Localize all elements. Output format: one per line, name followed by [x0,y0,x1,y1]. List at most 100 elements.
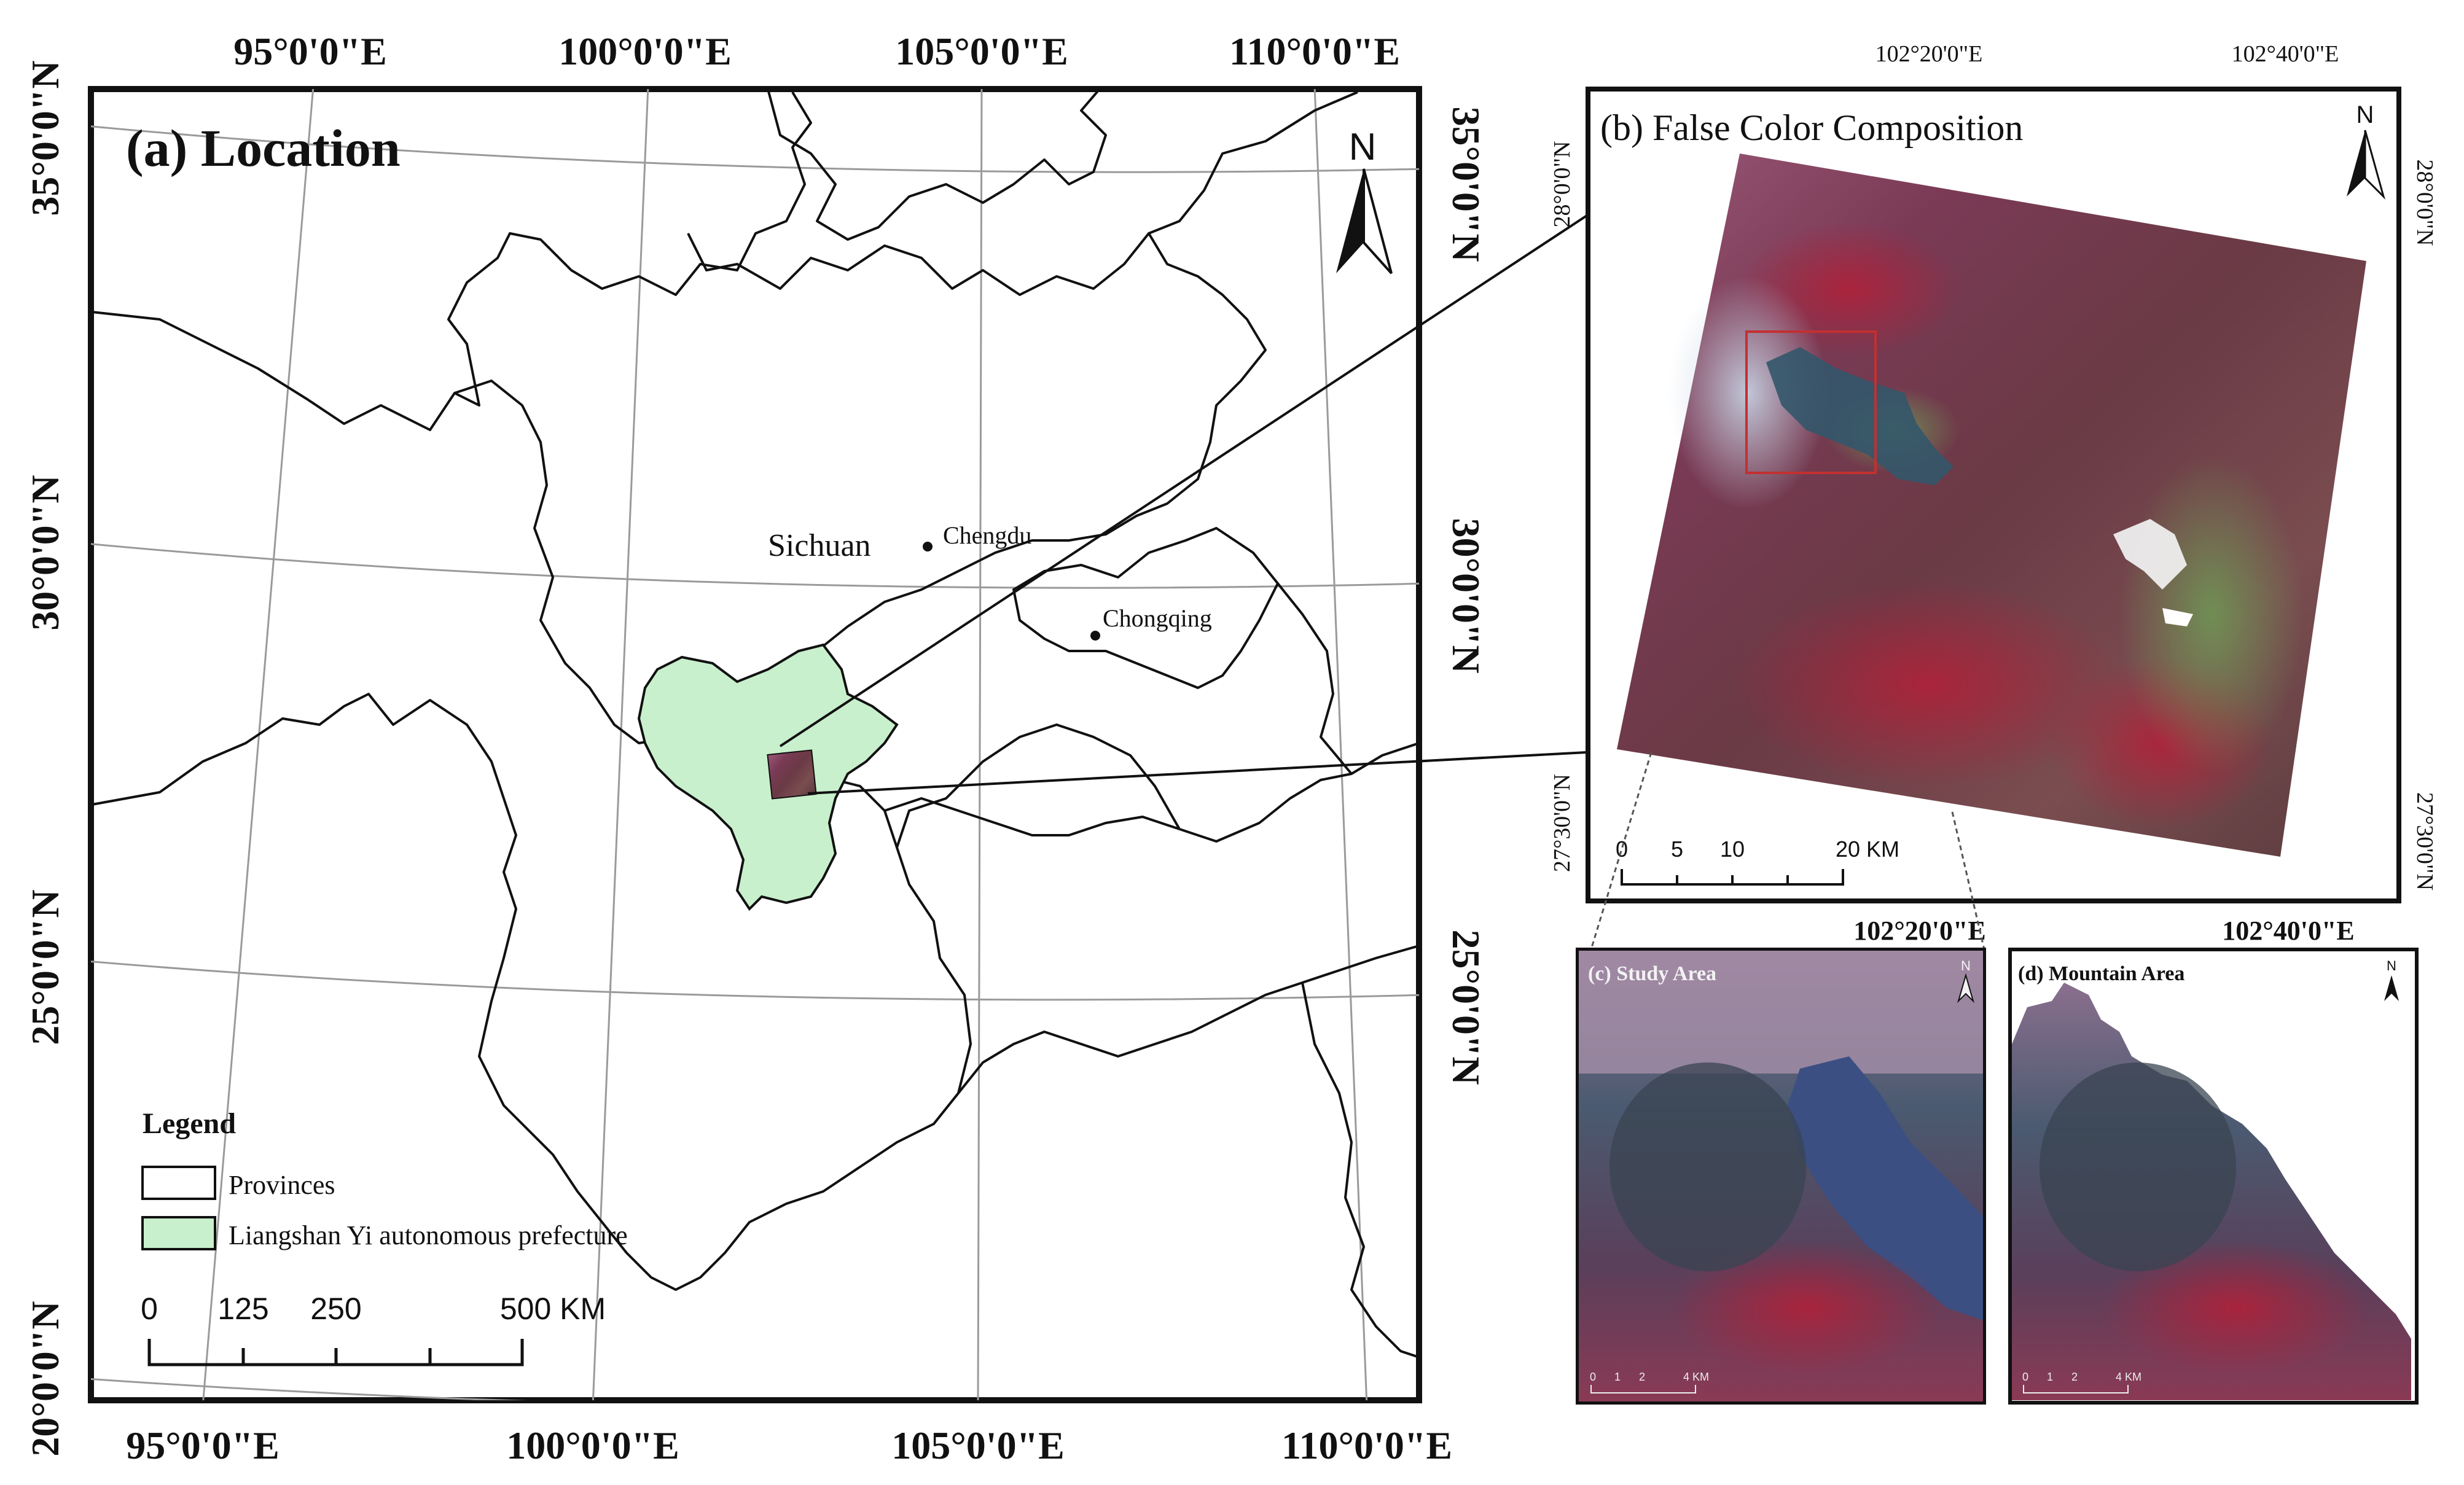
scale-b-tick-5: 5 [1671,836,1683,862]
b-lon-bottom-2: 102°40'0"E [2222,916,2355,946]
graticule [91,89,1419,1400]
lon-top-110: 110°0'0"E [1229,29,1400,73]
lon-top-105: 105°0'0"E [895,29,1068,73]
north-arrow-a-outline [1363,168,1393,275]
lon-bottom-110: 110°0'0"E [1281,1424,1452,1467]
b-lat-left-2: 27°30'0"N [1549,774,1575,872]
panel-d-north-label: N [2387,958,2396,973]
dark-mountain-c [1609,1062,1806,1271]
panel-c-title: (c) Study Area [1588,962,1716,985]
parallel-35 [91,125,1419,173]
chongqing-dot [1090,631,1100,641]
lat-left-30: 30°0'0"N [23,475,67,630]
dark-mountain-d [2040,1062,2236,1271]
north-arrow-d [2384,975,2399,1001]
north-arrow-c [1957,973,1975,1004]
lon-bottom-95: 95°0'0"E [126,1424,280,1467]
lat-right-35: 35°0'0"N [1444,106,1488,262]
panel-a-lat-labels-right: 35°0'0"N 30°0'0"N 25°0'0"N [1444,106,1488,1085]
panel-b-satellite-image [1617,154,2366,857]
panel-c-study-area: (c) Study Area N 0 1 2 4 KM [1576,948,1986,1405]
scale-a-tick-125: 125 [217,1292,268,1326]
scale-bar-c: 0 1 2 4 KM [1590,1371,1709,1393]
province-north-east [767,89,1107,241]
lat-right-25: 25°0'0"N [1444,929,1488,1085]
meridian-105 [977,89,983,1400]
meridian-110 [1313,89,1368,1400]
north-arrow-a-shape [1336,169,1364,273]
lat-left-25: 25°0'0"N [23,889,67,1045]
province-sichuan [454,232,1267,744]
parallel-25 [91,961,1419,1001]
leader-lines-b-to-c [1590,752,1985,950]
scale-d-tick-2: 2 [2071,1371,2078,1383]
parallel-20 [91,1378,528,1400]
lon-bottom-100: 100°0'0"E [506,1424,679,1467]
connector-lines [779,139,1703,795]
lon-bottom-105: 105°0'0"E [891,1424,1065,1467]
panel-b-false-color-map: (b) False Color Composition N 0 5 10 20 … [1549,41,2438,946]
b-lon-top-2: 102°40'0"E [2232,41,2339,67]
province-chongqing [1012,527,1279,689]
province-north-west [92,91,812,431]
chongqing-label: Chongqing [1103,604,1212,632]
scale-d-tick-1: 1 [2047,1371,2053,1383]
red-vegetation-patch-1 [1732,580,2126,789]
scale-c-tick-1: 1 [1614,1371,1621,1383]
red-area-c [1671,1241,1941,1376]
province-south-central [884,742,1419,843]
north-arrow-b-outline [2364,130,2385,200]
scale-b-bar [1621,869,1844,886]
chengdu-label: Chengdu [943,521,1031,549]
lat-right-30: 30°0'0"N [1444,518,1488,673]
parallel-30 [91,543,1419,589]
snow-patch-2 [2162,608,2193,626]
scale-a-tick-0: 0 [141,1292,158,1326]
lon-top-100: 100°0'0"E [558,29,732,73]
scale-c-bar [1590,1385,1696,1393]
legend-provinces-swatch [141,1166,216,1200]
scale-c-tick-0: 0 [1590,1371,1596,1383]
lon-top-95: 95°0'0"E [233,29,387,73]
province-boundaries [92,89,1419,1358]
b-lon-bottom-1: 102°20'0"E [1853,916,1986,946]
scale-a-tick-500: 500 KM [500,1292,606,1326]
panel-a-title: (a) Location [126,119,401,177]
north-arrow-a: N [1336,126,1393,275]
north-arrow-b-label: N [2356,101,2374,128]
province-east [1277,582,1353,775]
panel-b-title: (b) False Color Composition [1600,107,2023,148]
scale-c-tick-2: 2 [1639,1371,1645,1383]
panel-a-location-map: (a) Location Sichuan Chengdu Chongqing N… [23,29,1488,1467]
panel-d-title: (d) Mountain Area [2018,962,2184,985]
connector-upper [779,139,1703,747]
scale-bar-a: 0 125 250 500 KM [141,1292,606,1366]
panel-a-lon-labels-bottom: 95°0'0"E 100°0'0"E 105°0'0"E 110°0'0"E [126,1424,1452,1467]
red-area-d [2101,1241,2371,1376]
legend-liangshan-label: Liangshan Yi autonomous prefecture [229,1220,628,1250]
province-guizhou [896,723,1181,848]
panel-c-north-label: N [1961,958,1971,973]
north-arrow-a-label: N [1349,126,1377,168]
lake-area [1766,347,1954,485]
lake-c [1788,1056,1983,1320]
urban-area-c [1579,951,1983,1074]
meridian-100 [592,89,649,1400]
b-lat-right-2: 27°30'0"N [2412,792,2438,891]
scale-b-background [1608,832,1903,891]
b-lat-right-1: 28°0'0"N [2412,160,2438,246]
scale-d-tick-4: 4 KM [2116,1371,2141,1383]
north-arrow-b: N [2347,101,2385,200]
leader-right [1951,811,1985,950]
north-arrow-b-shape [2347,130,2365,197]
study-area-thumbnail [767,749,817,800]
scale-bar-b: 0 5 10 20 KM [1608,832,1903,891]
scale-b-tick-0: 0 [1616,836,1628,862]
province-south-east [957,945,1419,1094]
scale-a-tick-250: 250 [310,1292,361,1326]
meridian-95 [202,89,315,1400]
scale-b-tick-10: 10 [1720,836,1745,862]
province-south-west [92,693,972,1291]
snow-patch-1 [2113,519,2187,590]
